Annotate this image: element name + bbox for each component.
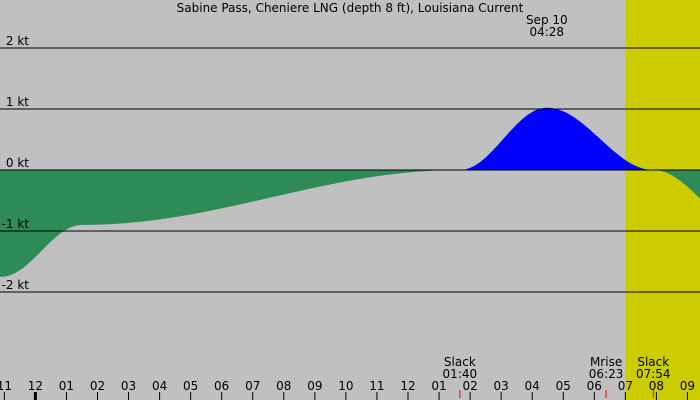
ebb-current-area <box>0 170 460 277</box>
chart-title: Sabine Pass, Cheniere LNG (depth 8 ft), … <box>177 1 524 15</box>
y-tick-label: 1 kt <box>6 95 29 109</box>
x-tick-label: 08 <box>276 379 291 393</box>
event-name-label: Slack <box>637 355 669 369</box>
x-tick-label: 01 <box>431 379 446 393</box>
x-tick-label: 02 <box>90 379 105 393</box>
event-name-label: Slack <box>444 355 476 369</box>
x-tick-label: 10 <box>338 379 353 393</box>
x-tick-label: 08 <box>649 379 664 393</box>
event-time-label: 06:23 <box>589 367 624 381</box>
x-tick-label: 05 <box>556 379 571 393</box>
event-time-label: 01:40 <box>443 367 478 381</box>
x-tick-label: 11 <box>369 379 384 393</box>
x-tick-label: 12 <box>28 379 43 393</box>
daylight-band <box>625 0 700 400</box>
x-tick-label: 01 <box>59 379 74 393</box>
x-tick-label: 06 <box>587 379 602 393</box>
x-tick-label: 09 <box>307 379 322 393</box>
event-time-label: 07:54 <box>636 367 671 381</box>
y-tick-label-layer: 2 kt 1 kt 0 kt -1 kt -2 kt <box>2 34 30 292</box>
event-date-label: Sep 10 <box>526 13 568 27</box>
x-tick-label: 07 <box>245 379 260 393</box>
y-tick-label: -1 kt <box>2 217 30 231</box>
event-time-label: 04:28 <box>529 25 564 39</box>
x-tick-label: 09 <box>680 379 695 393</box>
x-tick-label: 04 <box>152 379 167 393</box>
x-tick-label: 05 <box>183 379 198 393</box>
current-area-layer <box>0 107 700 277</box>
x-tick-label: 02 <box>462 379 477 393</box>
y-tick-label: 0 kt <box>6 156 29 170</box>
flood-current-area <box>460 107 654 170</box>
x-tick-layer: 11 12 01 02 03 04 05 06 07 08 09 10 11 12 01 02 03 04 05 06… <box>0 379 695 400</box>
x-tick-label: 11 <box>0 379 12 393</box>
y-tick-label: 2 kt <box>6 34 29 48</box>
x-tick-label: 04 <box>525 379 540 393</box>
x-tick-label: 06 <box>214 379 229 393</box>
gridline-layer <box>0 47 700 293</box>
x-tick-label: 07 <box>618 379 633 393</box>
daylight-band-layer <box>625 0 700 400</box>
y-tick-label: -2 kt <box>2 278 30 292</box>
event-name-label: Mrise <box>590 355 622 369</box>
x-tick-label: 12 <box>400 379 415 393</box>
x-tick-label: 03 <box>121 379 136 393</box>
ebb-current-area <box>654 170 700 199</box>
x-tick-label: 03 <box>494 379 509 393</box>
